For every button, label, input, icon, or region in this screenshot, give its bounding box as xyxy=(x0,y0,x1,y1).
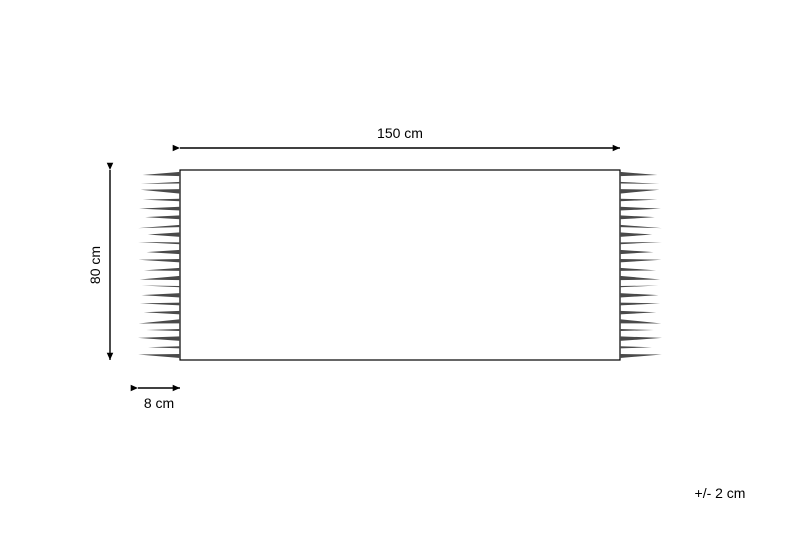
dimension-fringe-label: 8 cm xyxy=(144,395,174,411)
dimension-height-label: 80 cm xyxy=(87,246,103,284)
dimension-width-label: 150 cm xyxy=(377,125,423,141)
tolerance-label: +/- 2 cm xyxy=(695,485,746,501)
